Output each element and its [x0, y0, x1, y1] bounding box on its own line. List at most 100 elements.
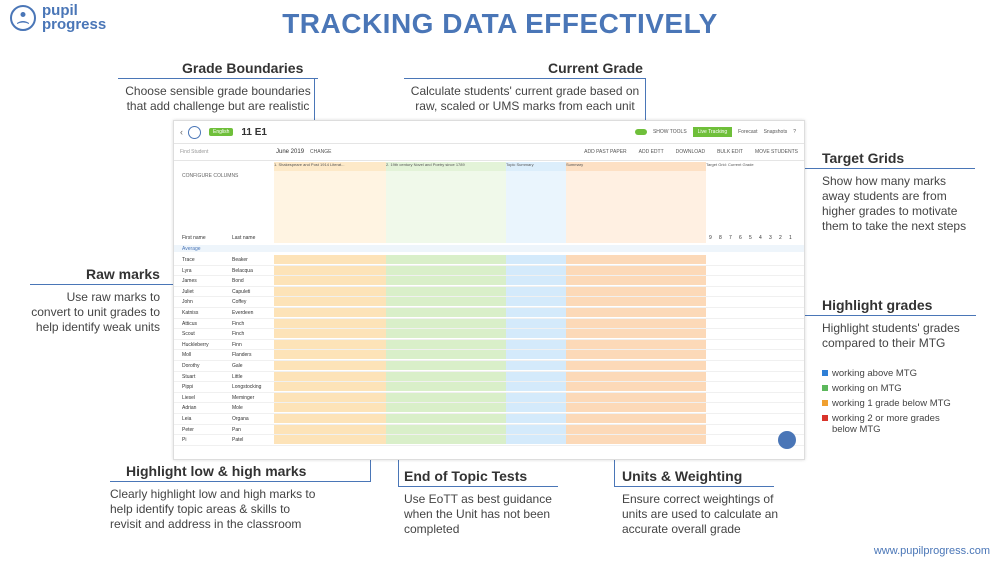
target-grid-header[interactable]: 1 [789, 235, 792, 241]
red-square-icon [822, 415, 828, 421]
table-row[interactable]: James Bond [174, 276, 804, 287]
brand-line1: pupil [42, 2, 78, 19]
student-first-name: Lyra [182, 267, 192, 274]
show-tools-toggle[interactable] [634, 129, 647, 135]
student-last-name: Belacqua [232, 267, 253, 274]
average-row: Average [174, 245, 804, 252]
target-grid-header[interactable]: 8 [719, 235, 722, 241]
move-students-button[interactable]: MOVE STUDENTS [754, 149, 798, 155]
student-last-name: Everdeen [232, 309, 254, 316]
table-row[interactable]: Scout Finch [174, 329, 804, 340]
boundaries-change-button[interactable]: CHANGE [310, 149, 332, 155]
table-row[interactable]: Moll Flanders [174, 350, 804, 361]
student-first-name: Huckleberry [182, 341, 209, 348]
student-first-name: Juliet [182, 288, 194, 295]
grade-boundaries-pointer [314, 78, 315, 154]
table-row[interactable]: Stuart Little [174, 371, 804, 383]
student-last-name: Finn [232, 341, 242, 348]
back-chevron-icon[interactable]: ‹ [180, 127, 183, 137]
grade-boundaries-heading: Grade Boundaries [182, 60, 304, 76]
boundaries-value: June 2019 [276, 149, 305, 155]
student-first-name: Liesel [182, 394, 196, 401]
download-button[interactable]: DOWNLOAD [675, 149, 706, 155]
brand-name: pupil progress [42, 2, 107, 33]
row-marks-band [274, 435, 804, 445]
current-grade-heading: Current Grade [548, 60, 643, 76]
person-book-icon [10, 5, 36, 31]
table-row[interactable]: Peter Pan [174, 424, 804, 436]
help-icon[interactable]: ? [793, 129, 796, 135]
chat-bubble-icon[interactable] [778, 431, 796, 449]
row-marks-band [274, 371, 804, 381]
legend-item-above: working above MTG [822, 368, 972, 379]
section-unit2[interactable]: 2. 19th century Novel and Poetry since 1… [386, 162, 506, 171]
table-row[interactable]: Dorothy Gale [174, 360, 804, 372]
raw-marks-desc: Use raw marks to convert to unit grades … [31, 290, 160, 334]
table-row[interactable]: Atticus Finch [174, 318, 804, 330]
footer-url[interactable]: www.pupilprogress.com [873, 545, 990, 557]
table-row[interactable]: Katniss Everdeen [174, 307, 804, 319]
orange-square-icon [822, 400, 828, 406]
target-grid-header[interactable]: 5 [749, 235, 752, 241]
avatar[interactable] [188, 125, 201, 139]
col-first-name[interactable]: First name [182, 235, 206, 241]
brand-line2: progress [42, 16, 107, 33]
blue-square-icon [822, 370, 828, 376]
student-last-name: Pan [232, 426, 241, 433]
student-first-name: Dorothy [182, 362, 200, 369]
add-past-paper-button[interactable]: ADD PAST PAPER [584, 149, 627, 155]
target-grid-header[interactable]: 7 [729, 235, 732, 241]
table-row[interactable]: Trace Beaker [174, 255, 804, 266]
green-square-icon [822, 385, 828, 391]
highlight-grades-rule [676, 315, 976, 316]
bulk-edit-button[interactable]: BULK EDIT [717, 149, 743, 155]
table-row[interactable]: Juliet Capuleti [174, 286, 804, 298]
current-grade-desc: Calculate students' current grade based … [410, 84, 640, 113]
row-marks-band [274, 382, 804, 392]
table-row[interactable]: John Coffey [174, 297, 804, 308]
app-subtoolbar: Find Student June 2019 CHANGE ADD PAST P… [174, 144, 804, 161]
units-weighting-heading: Units & Weighting [622, 468, 743, 484]
target-grids-rule [790, 168, 975, 169]
table-row[interactable]: Leia Organa [174, 413, 804, 425]
target-grid-header[interactable]: 3 [769, 235, 772, 241]
target-grid-header[interactable]: 9 [709, 235, 712, 241]
table-row[interactable]: Adrian Mole [174, 403, 804, 414]
target-grids-desc: Show how many marks away students are fr… [822, 174, 967, 233]
target-grid-header[interactable]: 2 [779, 235, 782, 241]
row-marks-band [274, 318, 804, 328]
search-input[interactable]: Find Student [180, 149, 209, 155]
target-grid-header[interactable]: 6 [739, 235, 742, 241]
table-row[interactable]: Pi Patel [174, 435, 804, 446]
student-last-name: Little [232, 373, 243, 380]
section-headers: 1. Shakespeare and Post 1914 Literat... … [274, 162, 804, 171]
section-unit1[interactable]: 1. Shakespeare and Post 1914 Literat... [274, 162, 386, 171]
brand-logo[interactable]: pupil progress [10, 2, 107, 33]
end-of-topic-rule [398, 486, 558, 487]
student-last-name: Capuleti [232, 288, 251, 295]
student-first-name: John [182, 299, 193, 306]
show-tools-label: SHOW TOOLS [652, 129, 687, 135]
section-topic-summary[interactable]: Topic Summary [506, 162, 566, 171]
table-row[interactable]: Lyra Belacqua [174, 265, 804, 277]
forecast-button[interactable]: Forecast [738, 129, 758, 135]
app-toolbar: ‹ English 11 E1 SHOW TOOLS Live Tracking… [174, 121, 804, 144]
snapshots-button[interactable]: Snapshots [763, 129, 788, 135]
student-last-name: Finch [232, 331, 245, 338]
student-last-name: Finch [232, 320, 245, 327]
section-summary[interactable]: Summary [566, 162, 706, 171]
student-first-name: Atticus [182, 320, 198, 327]
row-marks-band [274, 392, 804, 402]
subject-chip[interactable]: English [209, 128, 234, 136]
row-marks-band [274, 329, 804, 339]
section-target-grid[interactable]: Target Grid: Current Grade [706, 162, 804, 171]
add-edtt-button[interactable]: ADD EDTT [638, 149, 664, 155]
table-row[interactable]: Huckleberry Finn [174, 339, 804, 351]
col-last-name[interactable]: Last name [232, 235, 256, 241]
table-row[interactable]: Pippi Longstocking [174, 382, 804, 393]
target-grid-headers: 9 8 7 6 5 4 3 2 1 [709, 235, 804, 241]
target-grid-header[interactable]: 4 [759, 235, 762, 241]
live-tracking-button[interactable]: Live Tracking [692, 127, 733, 137]
table-row[interactable]: Liesel Meminger [174, 392, 804, 404]
configure-columns-button[interactable]: CONFIGURE COLUMNS [182, 173, 239, 179]
